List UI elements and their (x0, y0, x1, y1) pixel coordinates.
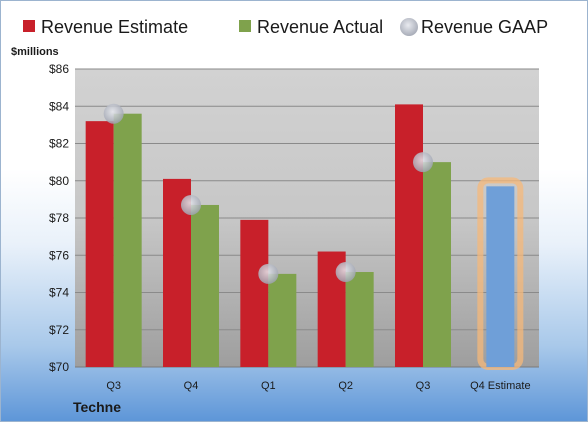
y-tick-label: $86 (49, 62, 69, 76)
legend-swatch (400, 18, 418, 36)
y-tick-label: $76 (49, 248, 69, 262)
legend-label: Revenue GAAP (421, 17, 548, 37)
point-revenue-gaap (181, 194, 201, 215)
x-axis: Q3 Q4 Q1 Q2 Q3 Q4 Estimate (106, 380, 530, 392)
y-tick-label: $80 (49, 174, 69, 188)
x-tick-label: Q1 (261, 380, 276, 392)
x-tick-label: Q2 (338, 380, 353, 392)
y-tick-label: $78 (49, 211, 69, 225)
legend-swatch (23, 20, 35, 32)
y-tick-label: $70 (49, 360, 69, 374)
bar-revenue-actual (423, 162, 451, 367)
bar-revenue-estimate (85, 121, 114, 368)
x-tick-label: Q3 (106, 380, 121, 392)
y-tick-label: $74 (49, 286, 69, 300)
gridlines (75, 68, 539, 368)
legend-label: Revenue Estimate (41, 17, 188, 37)
bar-revenue-actual (113, 113, 142, 367)
legend: Revenue Estimate Revenue Actual Revenue GA… (23, 17, 548, 37)
point-revenue-gaap (335, 262, 356, 283)
y-axis-label: $millions (11, 46, 59, 58)
legend-label: Revenue Actual (257, 17, 383, 37)
bar-revenue-estimate-q4 (486, 186, 515, 367)
y-tick-label: $82 (49, 137, 69, 151)
y-tick-label: $72 (49, 323, 69, 337)
point-revenue-gaap (413, 152, 433, 173)
legend-swatch (239, 20, 251, 32)
bar-revenue-actual (345, 272, 374, 367)
bars (85, 103, 524, 370)
bar-revenue-actual (268, 273, 297, 367)
y-axis: $70 $72 $74 $76 $78 $80 $82 $84 $86 (49, 62, 69, 374)
y-tick-label: $84 (49, 99, 69, 113)
x-tick-label: Q4 (184, 380, 199, 392)
x-tick-label: Q3 (416, 380, 431, 392)
point-revenue-gaap (258, 263, 279, 284)
company-name: Techne (73, 399, 121, 415)
bar-revenue-estimate (395, 104, 423, 367)
point-revenue-gaap (103, 103, 124, 124)
bar-revenue-actual (191, 204, 219, 367)
bar-revenue-estimate (240, 219, 269, 367)
x-tick-label: Q4 Estimate (470, 380, 531, 392)
